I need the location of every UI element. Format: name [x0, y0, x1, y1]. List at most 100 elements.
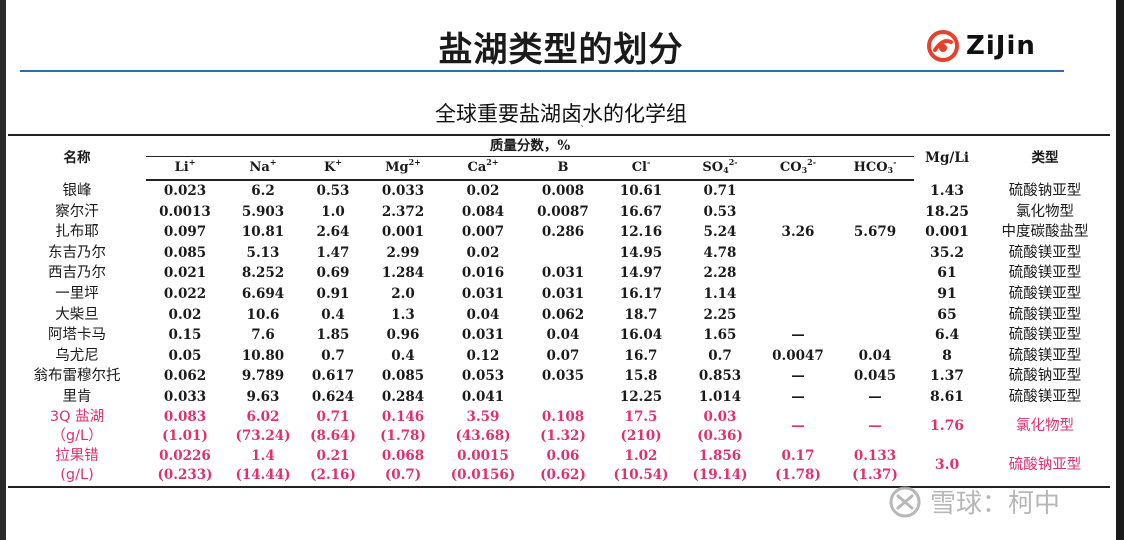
table-row: 西吉乃尔 0.021 8.252 0.69 1.284 0.016 0.031 14.97 2.… — [8, 263, 1110, 284]
table-row: 银峰 0.023 6.2 0.53 0.033 0.02 0.008 10.61 0.71 1.4… — [8, 180, 1110, 202]
table-cell — [760, 284, 836, 305]
title-divider — [20, 70, 1064, 72]
mg-li-ratio: 61 — [937, 265, 957, 282]
xueqiu-logo-icon — [889, 486, 921, 517]
table-cell: 1.02 — [624, 447, 658, 464]
table-cell: 0.853 — [698, 368, 742, 385]
table-cell: 18.7 — [624, 306, 658, 323]
table-cell: 16.67 — [619, 203, 663, 220]
table-cell: 6.694 — [241, 285, 285, 302]
table-cell: 0.0013 — [159, 203, 211, 220]
table-cell: 0.91 — [316, 285, 350, 302]
table-cell: 0.146 — [381, 408, 425, 425]
table-cell: 5.903 — [241, 203, 285, 220]
table-cell: 0.053 — [461, 368, 505, 385]
table-cell: 0.4 — [321, 306, 345, 323]
header-ion: K+ — [302, 156, 364, 181]
table-cell: (73.24) — [235, 428, 291, 445]
table-body: 银峰 0.023 6.2 0.53 0.033 0.02 0.008 10.61 0.71 1.4… — [8, 180, 1111, 488]
logo-text: ZiJin — [966, 31, 1036, 61]
table-cell: 0.05 — [168, 347, 202, 364]
table-cell: 0.7 — [321, 347, 345, 364]
lake-type: 硫酸镁亚型 — [1008, 306, 1082, 323]
lake-type: 中度碳酸盐型 — [1001, 224, 1089, 241]
table-cell: 16.04 — [619, 327, 663, 344]
table-cell — [760, 243, 836, 264]
table-cell: 0.02 — [466, 183, 500, 199]
table-cell: 1.0 — [321, 203, 345, 220]
table-cell: 0.001 — [381, 224, 425, 241]
table-cell: (43.68) — [455, 428, 511, 445]
table-cell: 14.95 — [619, 244, 663, 261]
lake-name: 西吉乃尔 — [48, 265, 106, 282]
table-cell: 0.045 — [853, 368, 897, 385]
table-cell: — — [791, 327, 805, 344]
table-cell: 0.624 — [311, 388, 355, 405]
table-cell: 9.789 — [241, 368, 285, 385]
table-cell: 5.679 — [853, 224, 897, 241]
table-cell: 10.81 — [241, 224, 285, 241]
table-cell: 0.083 — [163, 408, 207, 425]
table-cell: (19.14) — [680, 466, 760, 488]
lake-type: 硫酸镁亚型 — [1008, 347, 1082, 364]
table-cell: 2.99 — [386, 244, 420, 261]
table-cell: 0.53 — [316, 183, 350, 199]
table-cell: (8.64) — [310, 428, 356, 445]
mg-li-ratio: 1.76 — [929, 418, 965, 435]
table-row: 大柴旦 0.02 10.6 0.4 1.3 0.04 0.062 18.7 2.25 65 硫酸镁亚… — [8, 305, 1110, 326]
mg-li-ratio: 6.4 — [934, 327, 960, 344]
table-cell: 0.04 — [466, 306, 500, 323]
lake-name: 察尔汗 — [55, 203, 99, 220]
table-cell: 1.85 — [316, 327, 350, 344]
table-cell: 1.856 — [698, 447, 742, 464]
table-cell: (0.62) — [524, 466, 602, 488]
table-cell: 2.28 — [703, 265, 737, 282]
table-cell: 0.031 — [461, 285, 505, 302]
table-cell: 0.12 — [466, 347, 500, 364]
window-edge — [0, 0, 6, 540]
table-cell: 1.47 — [316, 244, 350, 261]
zijin-logo: ZiJin — [926, 28, 1036, 64]
table-cell: 0.04 — [858, 347, 892, 364]
table-cell: 0.69 — [316, 265, 350, 282]
table-cell: 16.17 — [619, 285, 663, 302]
table-cell: 9.63 — [246, 388, 280, 405]
table-cell: (1.32) — [540, 428, 586, 445]
table-cell: 1.3 — [391, 306, 415, 323]
table-cell: 0.0087 — [537, 203, 589, 220]
table-cell: 1.4 — [251, 447, 275, 464]
lake-type: 硫酸镁亚型 — [1008, 388, 1082, 405]
brine-composition-table: 名称 质量分数，% Mg/Li 类型 Li+ Na+ K+ Mg2+ Ca2+ B Cl- S… — [8, 134, 1111, 488]
header-ion: HCO3- — [836, 156, 915, 181]
table-cell: 0.0047 — [772, 347, 824, 364]
table-cell: (0.36) — [697, 428, 743, 445]
table-row: 乌尤尼 0.05 10.80 0.7 0.4 0.12 0.07 16.7 0.7 0.0047 0… — [8, 346, 1110, 367]
table-cell: 2.25 — [703, 306, 737, 323]
table-cell: 0.284 — [381, 388, 425, 405]
table-cell: 0.03 — [703, 408, 737, 425]
table-cell: 0.21 — [316, 447, 350, 464]
table-cell: (1.37) — [836, 466, 915, 488]
table-cell: 0.021 — [163, 265, 207, 282]
table-cell — [760, 305, 836, 326]
table-cell: 5.24 — [703, 224, 737, 241]
header-ion: Mg2+ — [364, 156, 442, 181]
header-mass-fraction: 质量分数，% — [146, 134, 915, 157]
table-cell: 0.016 — [461, 265, 505, 282]
table-row: 阿塔卡马 0.15 7.6 1.85 0.96 0.031 0.04 16.04 1.65 — 6.… — [8, 325, 1110, 346]
lake-unit: （g/L） — [51, 428, 103, 445]
header-ion: Cl- — [602, 156, 680, 181]
table-cell: 0.0226 — [159, 447, 211, 464]
table-cell: (210) — [620, 428, 662, 445]
table-cell: 0.031 — [541, 285, 585, 302]
table-cell — [836, 284, 914, 305]
table-cell: 5.13 — [246, 244, 280, 261]
table-cell: 0.035 — [541, 368, 585, 385]
lake-type: 硫酸镁亚型 — [1008, 285, 1082, 302]
table-cell: (10.54) — [602, 466, 680, 488]
table-cell: (0.0156) — [442, 466, 524, 488]
table-cell: 0.033 — [381, 183, 425, 199]
table-caption: 全球重要盐湖卤水的化学组 — [435, 102, 687, 126]
header-row-1: 名称 质量分数，% Mg/Li 类型 — [8, 134, 1111, 180]
table-cell: 0.007 — [461, 224, 505, 241]
